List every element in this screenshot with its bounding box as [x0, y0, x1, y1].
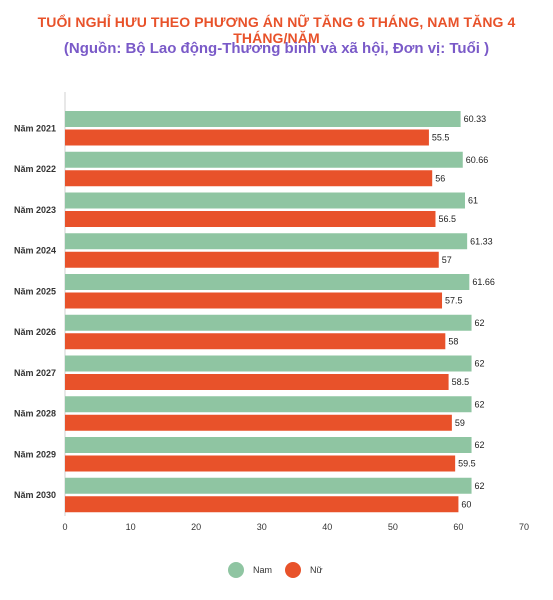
bar-nam [65, 151, 463, 168]
data-label: 62 [475, 399, 485, 409]
data-label: 59.5 [458, 459, 476, 469]
x-tick-label: 10 [126, 522, 136, 532]
x-tick-label: 50 [388, 522, 398, 532]
bar-nam [65, 192, 465, 209]
data-label: 57.5 [445, 296, 463, 306]
data-label: 60.33 [464, 114, 487, 124]
x-tick-label: 70 [519, 522, 529, 532]
x-tick-label: 60 [453, 522, 463, 532]
category-label: Năm 2030 [14, 490, 56, 500]
data-label: 61.66 [472, 277, 495, 287]
bar-nam [65, 111, 461, 127]
bar-nu [65, 333, 446, 350]
bar-nam [65, 477, 472, 494]
data-label: 59 [455, 418, 465, 428]
data-label: 62 [475, 359, 485, 369]
x-tick-label: 20 [191, 522, 201, 532]
data-label: 62 [475, 318, 485, 328]
data-label: 58.5 [452, 377, 470, 387]
data-label: 55.5 [432, 133, 450, 143]
category-label: Năm 2026 [14, 327, 56, 337]
bar-nam [65, 274, 470, 290]
data-label: 58 [448, 336, 458, 346]
category-label: Năm 2023 [14, 205, 56, 215]
data-label: 56.5 [438, 214, 456, 224]
bar-nam [65, 396, 472, 413]
category-label: Năm 2024 [14, 246, 56, 256]
bar-nam [65, 233, 468, 250]
data-label: 60.66 [466, 155, 489, 165]
bar-nu [65, 455, 456, 472]
category-label: Năm 2027 [14, 368, 56, 378]
chart-title: TUỔI NGHỈ HƯU THEO PHƯƠNG ÁN NỮ TĂNG 6 T… [37, 14, 516, 46]
data-label: 62 [475, 481, 485, 491]
category-label: Năm 2022 [14, 164, 56, 174]
data-label: 56 [435, 173, 445, 183]
legend-label: Nữ [310, 565, 323, 575]
bar-nu [65, 292, 443, 309]
bar-nu [65, 129, 429, 146]
bar-nam [65, 437, 472, 453]
x-tick-label: 0 [62, 522, 67, 532]
category-label: Năm 2025 [14, 286, 56, 296]
x-tick-label: 30 [257, 522, 267, 532]
bar-nu [65, 414, 452, 431]
chart-subtitle: (Nguồn: Bộ Lao động-Thương binh và xã hộ… [63, 40, 490, 57]
data-label: 62 [475, 440, 485, 450]
data-label: 60 [461, 499, 471, 509]
bar-nu [65, 211, 436, 227]
legend-swatch-nam [228, 562, 244, 578]
bar-nam [65, 314, 472, 331]
legend-label: Nam [253, 565, 272, 575]
data-label: 61.33 [470, 236, 493, 246]
x-tick-label: 40 [322, 522, 332, 532]
bar-nam [65, 355, 472, 372]
data-label: 61 [468, 196, 478, 206]
data-label: 57 [442, 255, 452, 265]
category-label: Năm 2028 [14, 409, 56, 419]
bar-nu [65, 251, 439, 268]
bar-nu [65, 170, 433, 187]
bar-nu [65, 496, 459, 513]
category-label: Năm 2021 [14, 123, 56, 133]
legend-swatch-nu [285, 562, 301, 578]
bar-nu [65, 374, 449, 390]
category-label: Năm 2029 [14, 449, 56, 459]
